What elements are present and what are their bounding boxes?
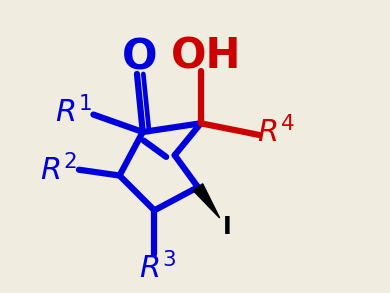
Text: $R^1$: $R^1$ <box>55 96 92 128</box>
Text: OH: OH <box>171 35 242 78</box>
Text: $R^4$: $R^4$ <box>257 116 295 148</box>
Text: $R^2$: $R^2$ <box>40 154 77 186</box>
Text: O: O <box>122 37 158 79</box>
Text: I: I <box>223 215 231 239</box>
Polygon shape <box>193 184 220 218</box>
Text: $R^3$: $R^3$ <box>139 252 176 285</box>
